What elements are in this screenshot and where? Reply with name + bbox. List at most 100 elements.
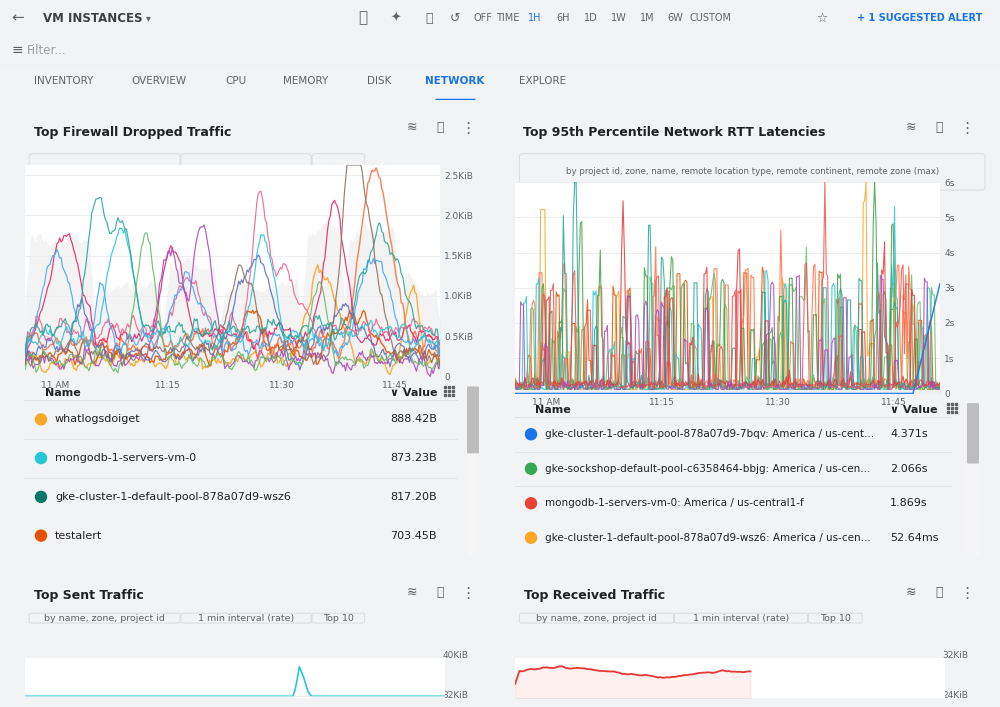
Text: 24KiB: 24KiB [942,691,968,701]
Text: DISK: DISK [367,76,391,86]
FancyBboxPatch shape [467,387,479,453]
Text: 1M: 1M [640,13,654,23]
Text: Top Received Traffic: Top Received Traffic [524,588,665,602]
Text: 40KiB: 40KiB [443,651,469,660]
Text: NETWORK: NETWORK [425,76,485,86]
Text: ⛶: ⛶ [936,586,943,599]
FancyBboxPatch shape [519,153,985,190]
Text: Filter...: Filter... [27,44,67,57]
Text: ⋮: ⋮ [460,121,475,136]
Circle shape [526,532,536,543]
Text: ⛶: ⛶ [437,121,444,134]
FancyBboxPatch shape [181,613,311,623]
Bar [967,401,979,555]
Text: whatlogsdoiget: whatlogsdoiget [55,414,141,424]
Text: 32KiB: 32KiB [942,651,968,660]
Text: EXPLORE: EXPLORE [519,76,567,86]
Text: 1 min interval (rate): 1 min interval (rate) [198,614,294,623]
Text: 873.23B: 873.23B [390,453,437,463]
Text: CPU: CPU [225,76,247,86]
FancyBboxPatch shape [312,153,365,190]
FancyBboxPatch shape [181,153,311,190]
Text: 703.45B: 703.45B [390,531,436,541]
Text: ▾: ▾ [146,13,150,23]
Text: 6W: 6W [667,13,683,23]
Circle shape [526,428,536,440]
Text: CUSTOM: CUSTOM [690,13,732,23]
Bar [467,384,479,555]
Text: 1 min interval (95th percentile): 1 min interval (95th percentile) [540,199,689,208]
Circle shape [36,530,46,541]
FancyBboxPatch shape [711,185,765,221]
Text: Name: Name [535,405,571,415]
Text: Top 10: Top 10 [323,614,354,623]
Text: by name, zone, project id: by name, zone, project id [44,168,165,176]
Text: ∨ Value: ∨ Value [890,405,938,415]
FancyBboxPatch shape [29,153,180,190]
Text: by name, zone, project id: by name, zone, project id [536,614,657,623]
Text: ✦: ✦ [391,11,401,25]
Text: ←: ← [12,11,24,25]
Text: VM INSTANCES: VM INSTANCES [43,11,143,25]
Circle shape [36,491,46,503]
Text: 888.42B: 888.42B [390,414,437,424]
Text: + 1 SUGGESTED ALERT: + 1 SUGGESTED ALERT [857,13,983,23]
Text: ⋮: ⋮ [960,586,975,601]
Text: ⌕: ⌕ [358,11,368,25]
Text: gke-cluster-1-default-pool-878a07d9-wsz6: America / us-cen...: gke-cluster-1-default-pool-878a07d9-wsz6… [545,533,871,543]
Text: Top 10: Top 10 [323,168,354,176]
Text: ⋮: ⋮ [460,586,475,601]
Text: ≋: ≋ [905,586,916,599]
FancyBboxPatch shape [312,613,365,623]
Text: 1.869s: 1.869s [890,498,928,508]
Text: mongodb-1-servers-vm-0: mongodb-1-servers-vm-0 [55,453,196,463]
FancyBboxPatch shape [674,613,807,623]
Text: 1W: 1W [611,13,627,23]
Text: ☆: ☆ [816,11,828,25]
Text: INVENTORY: INVENTORY [34,76,94,86]
Circle shape [526,498,536,509]
Circle shape [526,463,536,474]
Text: ≡: ≡ [12,43,24,57]
Text: gke-cluster-1-default-pool-878a07d9-7bqv: America / us-cent...: gke-cluster-1-default-pool-878a07d9-7bqv… [545,429,874,439]
Text: Top 10: Top 10 [820,614,851,623]
Text: Top Firewall Dropped Traffic: Top Firewall Dropped Traffic [34,126,231,139]
Text: Name: Name [45,388,81,398]
Text: 6H: 6H [556,13,570,23]
Text: Top Sent Traffic: Top Sent Traffic [34,588,144,602]
FancyBboxPatch shape [519,613,673,623]
FancyBboxPatch shape [967,403,979,464]
Text: testalert: testalert [55,531,102,541]
FancyBboxPatch shape [808,613,862,623]
Text: TIME: TIME [496,13,520,23]
Text: ⛶: ⛶ [437,586,444,599]
Text: ⛶: ⛶ [936,121,943,134]
Text: MEMORY: MEMORY [283,76,329,86]
Text: ≋: ≋ [407,586,417,599]
Text: OFF: OFF [474,13,493,23]
Text: 52.64ms: 52.64ms [890,533,938,543]
Text: 2.066s: 2.066s [890,464,928,474]
Text: 1 min interval (rate): 1 min interval (rate) [198,168,294,176]
Text: gke-cluster-1-default-pool-878a07d9-wsz6: gke-cluster-1-default-pool-878a07d9-wsz6 [55,492,291,502]
Text: 1D: 1D [584,13,598,23]
Text: ↺: ↺ [450,11,460,25]
Circle shape [36,414,46,425]
Text: 1H: 1H [528,13,542,23]
Text: 4.371s: 4.371s [890,429,928,439]
Text: ≋: ≋ [905,121,916,134]
Text: ∨ Value: ∨ Value [390,388,438,398]
Text: 1 min interval (rate): 1 min interval (rate) [693,614,789,623]
Text: OVERVIEW: OVERVIEW [131,76,187,86]
Text: 817.20B: 817.20B [390,492,437,502]
Text: gke-sockshop-default-pool-c6358464-bbjg: America / us-cen...: gke-sockshop-default-pool-c6358464-bbjg:… [545,464,870,474]
Text: Top 10: Top 10 [723,199,754,208]
Text: mongodb-1-servers-vm-0: America / us-central1-f: mongodb-1-servers-vm-0: America / us-cen… [545,498,804,508]
Text: by name, zone, project id: by name, zone, project id [44,614,165,623]
FancyBboxPatch shape [29,613,180,623]
Text: ⋮: ⋮ [960,121,975,136]
Text: by project id, zone, name, remote location type, remote continent, remote zone (: by project id, zone, name, remote locati… [566,168,939,176]
Circle shape [36,452,46,464]
Text: ⛶: ⛶ [425,11,433,25]
Text: ≋: ≋ [407,121,417,134]
